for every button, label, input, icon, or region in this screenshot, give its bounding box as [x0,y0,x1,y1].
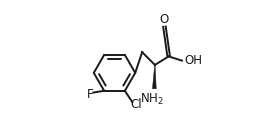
Text: OH: OH [185,54,203,67]
Text: O: O [160,13,169,26]
Text: F: F [87,88,93,101]
Text: NH$_2$: NH$_2$ [140,91,163,107]
Text: Cl: Cl [131,98,142,111]
Polygon shape [152,65,156,89]
